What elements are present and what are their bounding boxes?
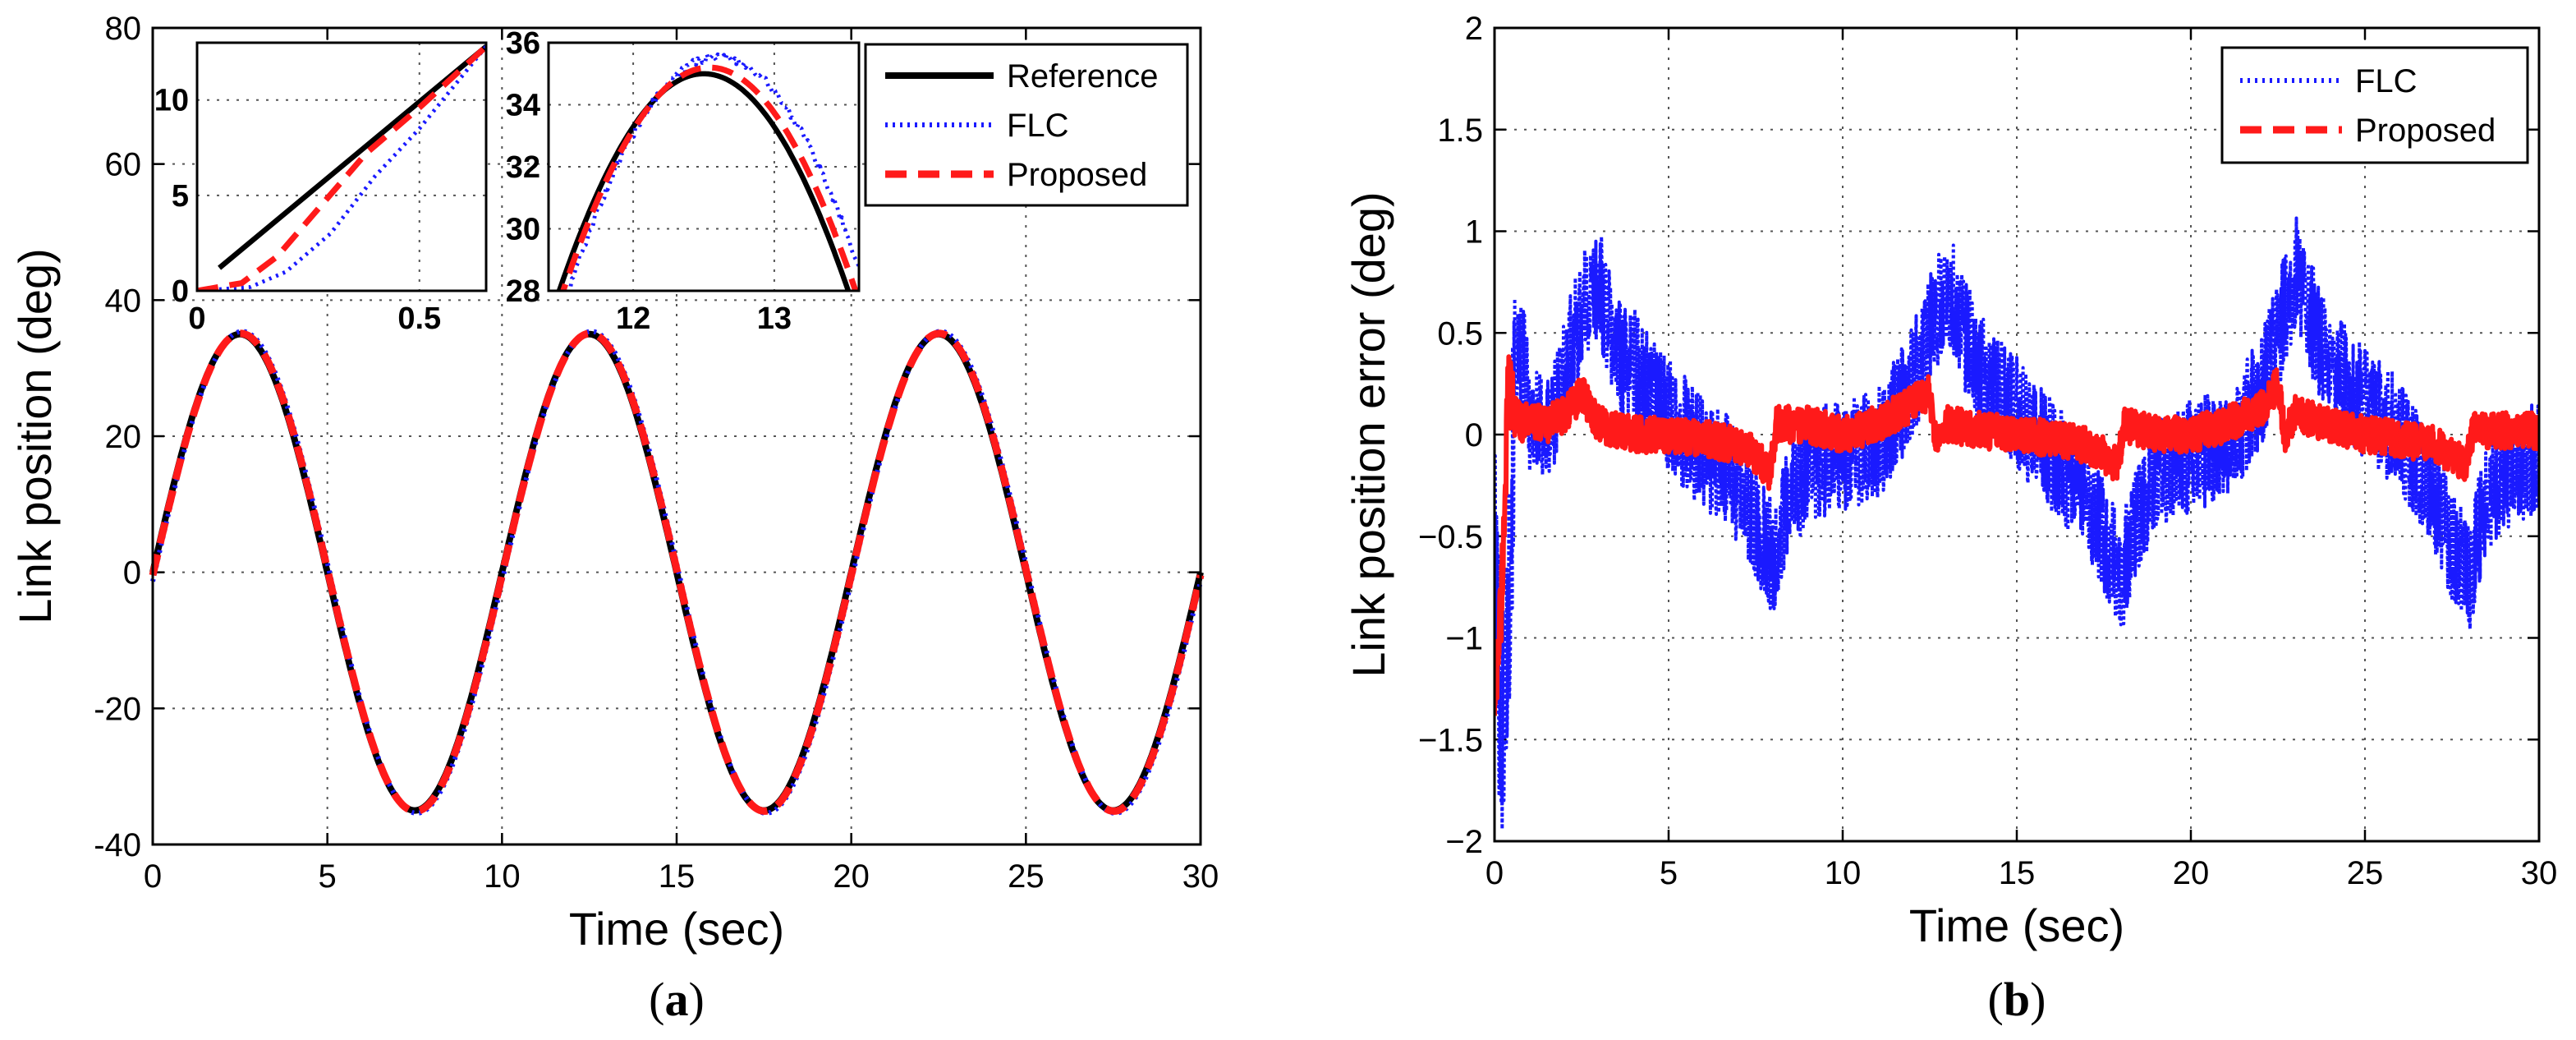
y-tick-label: -20	[94, 691, 141, 727]
panel-label-open: (	[1988, 973, 2004, 1026]
inset-1: 0 0.5 0 5 10	[154, 41, 488, 336]
x-tick-label: 0	[144, 858, 162, 895]
x-tick-label: 15	[659, 858, 696, 895]
panel-label-a: (a)	[649, 973, 705, 1026]
legend: FLC Proposed	[2220, 46, 2529, 164]
panel-letter: a	[665, 973, 689, 1026]
inset-series-line-proposed	[560, 64, 859, 291]
y-tick-label: −1.5	[1418, 722, 1483, 758]
inset-y-tick-label: 36	[506, 26, 540, 61]
x-axis-label: Time (sec)	[1909, 900, 2124, 951]
plot-frame	[151, 26, 1202, 846]
inset-series-line-reference	[556, 71, 852, 291]
plot-frame	[1493, 26, 2541, 843]
y-tick-label: −1	[1445, 621, 1483, 657]
inset-lines	[197, 44, 486, 291]
panel-label-close: )	[689, 973, 705, 1026]
inset-y-tick-label: 0	[172, 274, 189, 309]
y-tick-label: 0	[123, 555, 141, 591]
series-line-proposed	[149, 329, 1205, 815]
x-tick-label: 20	[833, 858, 870, 895]
inset-x-tick-label: 12	[616, 301, 650, 336]
inset-x-tick-label: 0	[188, 301, 205, 336]
inset-y-tick-label: 34	[506, 89, 540, 123]
y-axis-label: Link position (deg)	[9, 248, 61, 624]
x-tick-label: 0	[1485, 855, 1504, 891]
x-tick-label: 15	[1999, 855, 2036, 891]
x-tick-label: 25	[1008, 858, 1045, 895]
inset-frame	[195, 41, 488, 292]
y-tick-label: 1	[1465, 214, 1483, 251]
y-tick-label: 1.5	[1437, 113, 1483, 149]
y-tick-label: 0	[1465, 417, 1483, 453]
y-tick-label: 40	[105, 283, 142, 319]
legend-box	[864, 43, 1189, 207]
inset-x-tick-label: 13	[757, 301, 792, 336]
inset-background	[549, 43, 859, 291]
legend-label: FLC	[2355, 63, 2418, 99]
inset-y-tick-label: 30	[506, 213, 540, 247]
x-tick-label: 5	[319, 858, 337, 895]
legend-label: Proposed	[1007, 157, 1147, 193]
series-group	[1495, 216, 2539, 831]
inset-y-tick-label: 28	[506, 274, 540, 309]
panel-label-close: )	[2030, 973, 2046, 1026]
legend-label: Proposed	[2355, 113, 2496, 149]
legend-label: FLC	[1007, 108, 1069, 144]
y-tick-label: 0.5	[1437, 315, 1483, 352]
x-tick-label: 10	[1825, 855, 1862, 891]
panel-a: 0 5 10 15 20 25 30 -40 -20 0 20 40 60 80 Time (sec) Lin…	[9, 11, 1219, 1026]
inset-frame	[547, 41, 861, 292]
x-tick-label: 25	[2347, 855, 2384, 891]
panel-b: 0 5 10 15 20 25 30 −2 −1.5 −1 −0.5 0 0.5 1 1.5 2 Time (s…	[1343, 11, 2557, 1026]
x-axis-label: Time (sec)	[569, 903, 784, 955]
inset-y-tick-label: 10	[154, 84, 189, 118]
series-line-flc	[1495, 216, 2539, 831]
inset-x-tick-label: 0.5	[397, 301, 441, 336]
y-tick-label: 60	[105, 147, 142, 183]
series-group	[149, 329, 1205, 816]
y-tick-label: −2	[1445, 824, 1483, 860]
x-tick-label: 20	[2173, 855, 2210, 891]
legend: Reference FLC Proposed	[864, 43, 1189, 207]
panel-label-open: (	[649, 973, 664, 1026]
inset-2: 12 13 28 30 32 34 36	[506, 26, 861, 336]
y-tick-label: 80	[105, 11, 142, 47]
inset-series-line-flc	[567, 52, 859, 291]
series-line-proposed	[1495, 354, 2539, 716]
legend-label: Reference	[1007, 58, 1159, 94]
panel-label-b: (b)	[1988, 973, 2046, 1026]
y-tick-label: 2	[1465, 11, 1483, 47]
y-tick-label: 20	[105, 419, 142, 455]
y-axis-label: Link position error (deg)	[1343, 191, 1394, 677]
y-tick-label: -40	[94, 827, 141, 863]
legend-box	[2220, 46, 2529, 164]
x-tick-label: 10	[484, 858, 521, 895]
inset-series-line-flc	[197, 45, 486, 291]
inset-y-tick-label: 32	[506, 150, 540, 185]
x-tick-label: 30	[2521, 855, 2558, 891]
inset-y-tick-label: 5	[172, 179, 189, 214]
inset-series-line-proposed	[197, 44, 486, 291]
x-tick-label: 30	[1182, 858, 1219, 895]
inset-lines	[556, 52, 859, 291]
y-tick-label: −0.5	[1418, 519, 1483, 555]
panel-letter: b	[2004, 973, 2030, 1026]
x-tick-label: 5	[1660, 855, 1678, 891]
